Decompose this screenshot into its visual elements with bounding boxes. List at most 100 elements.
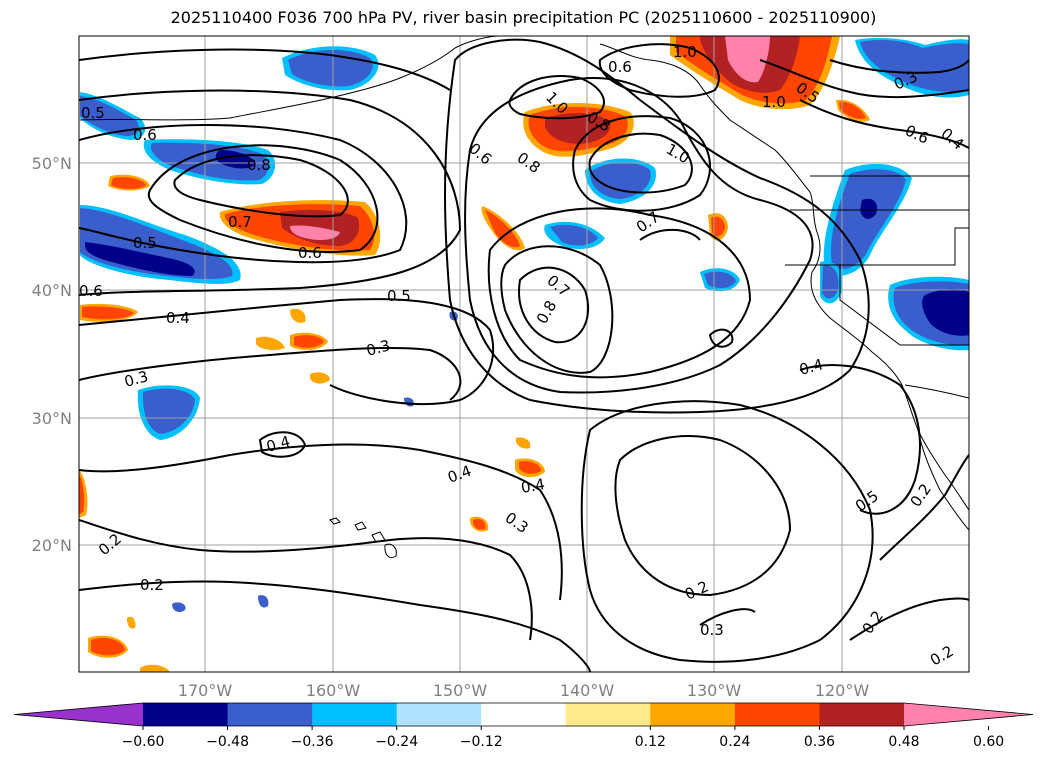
border-state-3 <box>839 265 901 346</box>
precip-area-blue-1c <box>85 242 195 276</box>
longitude-labels: 170°W 160°W 150°W 140°W 130°W 120°W <box>178 681 870 700</box>
precip-area-red-13 <box>516 437 531 449</box>
coastline-us-west <box>810 271 969 511</box>
contour-east-02 <box>879 454 969 561</box>
colorbar-extend-high <box>904 703 1033 726</box>
contour-south-04 <box>79 443 563 601</box>
contour-label: 0.4 <box>797 355 825 379</box>
contour-label: 0.3 <box>700 621 724 639</box>
precip-area-blue-15 <box>172 602 186 612</box>
precip-area-blue-12b <box>860 40 969 92</box>
map-title: 2025110400 F036 700 hPa PV, river basin … <box>170 8 877 27</box>
contour-label: 0.7 <box>228 213 252 231</box>
contour-08-west <box>173 154 349 218</box>
precip-area-red-19 <box>127 616 136 629</box>
lat-label-50n: 50°N <box>32 154 72 173</box>
precip-area-red-4b <box>111 177 146 189</box>
lon-label-160w: 160°W <box>306 681 361 700</box>
graticule <box>79 36 969 672</box>
contour-label: 1.0 <box>762 93 786 111</box>
contour-label: 1.0 <box>673 43 697 61</box>
contour-label: 0.2 <box>140 576 164 594</box>
contour-label: 0.5 <box>133 234 157 252</box>
contour-06-west <box>79 124 408 264</box>
latitude-labels: 50°N 40°N 30°N 20°N <box>32 154 72 555</box>
contour-label: 0.6 <box>298 244 322 262</box>
precip-area-red-11 <box>310 372 330 384</box>
lon-label-170w: 170°W <box>178 681 233 700</box>
colorbar-tick-label: −0.48 <box>206 734 249 750</box>
precip-area-red-2c <box>545 113 611 144</box>
coastline-baja <box>917 429 969 531</box>
coastline-alaska-gulf <box>599 43 811 193</box>
precip-positive-areas <box>79 36 870 672</box>
colorbar-segment <box>565 703 651 726</box>
contour-east-04 <box>799 364 921 515</box>
colorbar-tick-label: 0.36 <box>804 734 835 750</box>
precip-area-blue-16 <box>258 595 269 608</box>
contour-coast-05 <box>759 59 969 99</box>
colorbar-tick-label: −0.24 <box>375 734 418 750</box>
island-hawaii-1 <box>329 517 341 525</box>
contour-south-02 <box>79 580 591 672</box>
contour-label: 0.6 <box>79 282 103 300</box>
contour-label: 0.5 <box>387 287 411 305</box>
colorbar-segment <box>396 703 482 726</box>
precip-area-blue-11c <box>922 289 969 336</box>
contour-east-03 <box>699 608 756 626</box>
island-hawaii-2 <box>354 521 367 531</box>
contour-central-loop-2 <box>500 245 614 374</box>
contour-loop-small-2 <box>639 228 701 241</box>
contour-east-02b <box>849 597 969 641</box>
precip-area-red-9 <box>256 336 285 351</box>
contour-04-mid <box>79 298 495 405</box>
colorbar-tick-label: 0.12 <box>635 734 666 750</box>
colorbar-segment <box>481 703 567 726</box>
precip-area-red-6b <box>485 210 520 248</box>
contour-central-07 <box>487 207 752 379</box>
colorbar-segment <box>227 703 313 726</box>
precip-area-red-15b <box>91 638 125 656</box>
contour-alaska-08 <box>508 75 605 120</box>
map-frame <box>78 35 970 673</box>
lon-label-120w: 120°W <box>815 681 870 700</box>
precip-area-blue-6b <box>590 162 651 199</box>
contour-label: 0.6 <box>133 126 157 144</box>
precip-area-red-14b <box>473 519 486 530</box>
contour-label: 0.6 <box>608 58 632 76</box>
contour-coast-06 <box>799 99 969 149</box>
colorbar: −0.60 −0.48 −0.36 −0.24 −0.12 0.12 0.24 0.36 0.4… <box>13 702 1034 750</box>
contour-se-outer <box>580 400 874 663</box>
precip-area-red-1d <box>290 225 340 240</box>
precip-area-blue-8b <box>704 271 736 289</box>
lon-label-130w: 130°W <box>687 681 742 700</box>
contour-label: 0.4 <box>264 432 292 456</box>
contour-south-loop-1 <box>258 431 307 458</box>
contour-loop-small-1 <box>708 328 734 348</box>
contour-label: 0.4 <box>520 475 547 497</box>
precip-area-blue-2b <box>80 96 139 136</box>
colorbar-tick-label: 0.24 <box>719 734 750 750</box>
lon-label-150w: 150°W <box>433 681 488 700</box>
contour-central-loop-1 <box>518 266 590 344</box>
border-state-2 <box>785 227 969 266</box>
colorbar-tick-label: −0.12 <box>460 734 503 750</box>
lat-label-20n: 20°N <box>32 536 72 555</box>
colorbar-tick-label: −0.60 <box>122 734 165 750</box>
colorbar-extend-low <box>14 703 143 726</box>
contour-label: 0.5 <box>81 104 105 122</box>
contour-05-west <box>79 89 462 296</box>
border-mexico <box>904 384 969 399</box>
lon-label-140w: 140°W <box>560 681 615 700</box>
precip-area-red-3d <box>725 36 770 83</box>
contour-gulf-08 <box>572 115 711 212</box>
precip-area-red-17b <box>79 474 85 514</box>
colorbar-segment <box>734 703 820 726</box>
contour-label: 0.3 <box>122 367 150 391</box>
contour-coast-03 <box>829 59 969 74</box>
map-panel: 1.0 0.5 0.6 0.8 0.7 0.5 0.6 1.0 0.8 0.6 … <box>79 36 969 672</box>
precip-area-red-16 <box>140 664 170 672</box>
contour-03-mid <box>79 346 462 401</box>
contour-gulf-10 <box>588 132 693 194</box>
